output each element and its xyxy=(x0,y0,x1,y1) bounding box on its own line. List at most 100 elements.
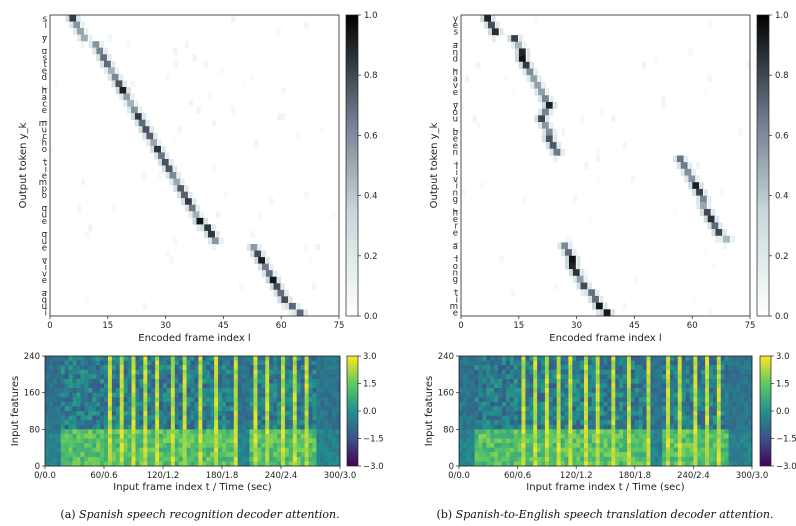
feature-cell xyxy=(736,452,741,458)
attention-cell xyxy=(231,106,236,114)
feature-cell xyxy=(654,406,659,412)
feature-cell xyxy=(724,433,729,439)
feature-cell xyxy=(509,438,515,444)
feature-cell xyxy=(100,447,105,453)
feature-cell xyxy=(623,447,628,453)
feature-cell xyxy=(720,452,726,458)
y-token-label: s xyxy=(43,54,48,64)
feature-cell xyxy=(202,420,207,426)
feature-cell xyxy=(697,415,702,421)
feature-cell xyxy=(470,365,476,371)
feature-cell xyxy=(638,438,644,444)
feature-cell xyxy=(466,424,472,430)
feature-cell xyxy=(107,424,113,430)
attention-cell xyxy=(549,142,557,150)
feature-cell xyxy=(261,452,266,458)
feature-cell xyxy=(265,365,270,371)
feature-cell xyxy=(312,420,317,426)
feature-cell xyxy=(210,392,215,398)
feature-cell xyxy=(308,420,313,426)
feature-cell xyxy=(328,443,333,449)
attention-cell xyxy=(692,168,697,176)
feature-cell xyxy=(642,406,647,412)
attention-cell xyxy=(204,60,209,68)
feature-cell xyxy=(281,415,286,421)
feature-cell xyxy=(237,411,243,416)
attention-cell xyxy=(522,61,530,69)
feature-cell xyxy=(104,443,109,449)
feature-cell xyxy=(336,456,341,462)
feature-cell xyxy=(159,365,164,371)
feature-cell xyxy=(320,406,325,412)
feature-cell xyxy=(607,411,612,416)
feature-cell xyxy=(245,365,250,371)
feature-cell xyxy=(273,429,278,435)
attention-frame xyxy=(49,14,340,317)
feature-cell xyxy=(52,420,58,426)
feature-cell xyxy=(673,406,679,412)
feature-cell xyxy=(198,356,203,361)
feature-cell xyxy=(568,388,573,394)
feature-cell xyxy=(724,365,729,371)
attention-cell xyxy=(84,296,89,304)
feature-cell xyxy=(681,356,686,361)
feature-cell xyxy=(595,365,601,371)
feature-cell xyxy=(556,392,561,398)
feature-cell xyxy=(182,383,187,389)
feature-cell xyxy=(529,397,534,403)
feature-cell xyxy=(685,420,690,426)
feature-cell xyxy=(265,392,270,398)
attention-cell xyxy=(119,86,127,94)
feature-cell xyxy=(630,433,636,439)
feature-cell xyxy=(572,388,577,394)
attention-cell xyxy=(157,158,162,166)
feature-cell xyxy=(709,429,714,435)
feature-cell xyxy=(336,392,341,398)
feature-cell xyxy=(505,388,511,394)
attention-cell xyxy=(281,302,286,310)
y-token-label: u xyxy=(42,302,47,312)
feature-cell xyxy=(225,401,231,407)
feature-cell xyxy=(76,411,81,416)
feature-cell xyxy=(281,447,286,453)
colorbar xyxy=(756,14,770,317)
feature-cell xyxy=(505,383,511,389)
feature-cell xyxy=(308,461,313,467)
feature-cell xyxy=(273,411,278,416)
attention-cell xyxy=(576,282,581,290)
feature-cell xyxy=(139,420,144,426)
feature-cell xyxy=(693,447,698,453)
feature-cell xyxy=(155,420,160,426)
feature-cell xyxy=(634,452,640,458)
feature-cell xyxy=(312,401,317,407)
feature-cell xyxy=(52,392,58,398)
feature-cell xyxy=(517,433,522,439)
feature-cell xyxy=(701,424,706,430)
feature-cell xyxy=(229,452,235,458)
attention-cell xyxy=(80,178,85,186)
feature-cell xyxy=(52,452,58,458)
feature-cell xyxy=(517,388,522,394)
feature-cell xyxy=(308,406,313,412)
feature-cell xyxy=(143,369,148,375)
feature-cell xyxy=(104,369,109,375)
feature-cell xyxy=(198,415,203,421)
feature-cell xyxy=(281,424,286,430)
feature-cell xyxy=(626,388,632,394)
feature-cell xyxy=(490,420,495,426)
feature-cell xyxy=(296,365,302,371)
feature-cell xyxy=(681,429,686,435)
feature-cell xyxy=(178,383,184,389)
feature-cell xyxy=(320,374,325,380)
feature-cell xyxy=(163,461,168,467)
feature-cell xyxy=(178,401,184,407)
feature-cell xyxy=(505,360,511,366)
feature-cell xyxy=(316,374,321,380)
feature-cell xyxy=(178,438,184,444)
feature-cell xyxy=(595,438,601,444)
feature-cell xyxy=(107,456,113,462)
feature-cell xyxy=(284,356,290,361)
feature-cell xyxy=(206,452,211,458)
feature-cell xyxy=(178,360,184,366)
feature-cell xyxy=(127,433,132,439)
